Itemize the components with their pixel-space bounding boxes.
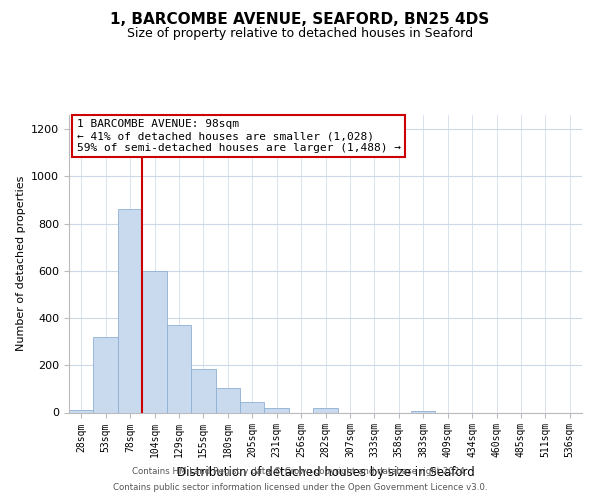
- Text: Contains HM Land Registry data © Crown copyright and database right 2024.: Contains HM Land Registry data © Crown c…: [132, 467, 468, 476]
- Bar: [240, 402, 265, 412]
- X-axis label: Distribution of detached houses by size in Seaford: Distribution of detached houses by size …: [176, 466, 475, 479]
- Text: Size of property relative to detached houses in Seaford: Size of property relative to detached ho…: [127, 28, 473, 40]
- Text: Contains public sector information licensed under the Open Government Licence v3: Contains public sector information licen…: [113, 484, 487, 492]
- Text: 1, BARCOMBE AVENUE, SEAFORD, BN25 4DS: 1, BARCOMBE AVENUE, SEAFORD, BN25 4DS: [110, 12, 490, 28]
- Bar: [118, 210, 142, 412]
- Bar: [191, 369, 215, 412]
- Bar: [94, 337, 118, 412]
- Bar: [167, 325, 191, 412]
- Bar: [142, 271, 167, 412]
- Bar: [313, 408, 338, 412]
- Text: 1 BARCOMBE AVENUE: 98sqm
← 41% of detached houses are smaller (1,028)
59% of sem: 1 BARCOMBE AVENUE: 98sqm ← 41% of detach…: [77, 120, 401, 152]
- Bar: [69, 410, 94, 412]
- Y-axis label: Number of detached properties: Number of detached properties: [16, 176, 26, 352]
- Bar: [215, 388, 240, 412]
- Bar: [265, 408, 289, 412]
